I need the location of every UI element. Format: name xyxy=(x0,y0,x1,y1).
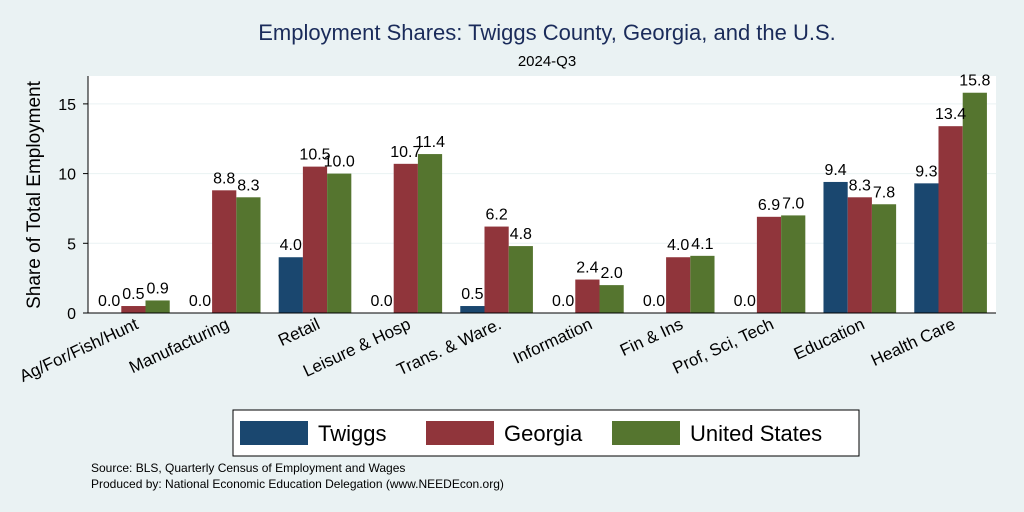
data-label: 4.0 xyxy=(280,237,302,254)
data-label: 11.4 xyxy=(415,134,445,151)
data-label: 0.5 xyxy=(461,286,483,303)
bar-georgia xyxy=(666,257,691,313)
data-label: 2.0 xyxy=(600,265,622,282)
x-category-label: Prof, Sci, Tech xyxy=(670,314,777,377)
y-tick-label: 10 xyxy=(58,167,76,184)
data-label: 0.0 xyxy=(643,293,665,310)
legend xyxy=(232,409,860,457)
x-category-label: Trans. & Ware. xyxy=(394,314,504,379)
source-line: Source: BLS, Quarterly Census of Employm… xyxy=(91,461,405,475)
legend-items: Twiggs Georgia United States xyxy=(240,421,822,446)
bar-georgia xyxy=(212,190,237,313)
bar-twiggs xyxy=(823,181,848,313)
bar-united-states xyxy=(417,154,443,313)
data-label: 13.4 xyxy=(935,106,966,123)
bar-united-states xyxy=(508,246,533,313)
producer-line: Produced by: National Economic Education… xyxy=(91,477,504,491)
legend-swatch xyxy=(426,421,494,445)
legend-swatch xyxy=(240,421,308,445)
data-label: 0.0 xyxy=(734,293,756,310)
data-label: 2.4 xyxy=(576,260,598,277)
bar-georgia xyxy=(847,197,872,313)
bar-twiggs xyxy=(914,183,939,313)
data-label: 8.3 xyxy=(237,177,259,194)
bar-united-states xyxy=(599,285,624,313)
chart-subtitle: 2024-Q3 xyxy=(518,53,576,70)
data-label: 0.0 xyxy=(370,293,392,310)
data-label: 4.0 xyxy=(667,237,689,254)
bar-united-states xyxy=(871,204,897,313)
data-label: 4.1 xyxy=(691,236,713,253)
data-label: 6.2 xyxy=(485,207,507,224)
bar-twiggs xyxy=(460,306,485,313)
y-ticks: 0 5 10 15 xyxy=(58,97,88,323)
bars xyxy=(121,92,987,314)
data-label: 7.8 xyxy=(873,184,895,201)
x-category-label: Education xyxy=(791,314,868,363)
y-axis-label: Share of Total Employment xyxy=(24,80,45,308)
data-label: 0.0 xyxy=(98,293,120,310)
data-label: 0.0 xyxy=(189,293,211,310)
bar-georgia xyxy=(121,306,146,313)
data-label: 0.9 xyxy=(146,280,168,297)
legend-label: Georgia xyxy=(504,421,583,446)
x-category-label: Fin & Ins xyxy=(617,314,686,360)
y-tick-label: 15 xyxy=(58,97,76,114)
bar-georgia xyxy=(302,166,328,313)
x-category-label: Ag/For/Fish/Hunt xyxy=(17,314,142,386)
data-label: 0.0 xyxy=(552,293,574,310)
data-label: 8.8 xyxy=(213,170,235,187)
data-label: 10.7 xyxy=(390,144,421,161)
bar-united-states xyxy=(327,173,352,313)
data-label: 10.5 xyxy=(299,147,330,164)
x-category-label: Manufacturing xyxy=(126,314,232,377)
bar-georgia xyxy=(756,216,782,313)
legend-label: Twiggs xyxy=(318,421,386,446)
bar-twiggs xyxy=(278,257,303,313)
data-label: 10.0 xyxy=(324,154,355,171)
bar-united-states xyxy=(690,255,715,313)
bar-united-states xyxy=(781,215,806,313)
legend-label: United States xyxy=(690,421,822,446)
bar-georgia xyxy=(575,279,600,313)
bar-georgia xyxy=(393,163,418,313)
x-category-label: Information xyxy=(510,314,595,367)
data-label: 0.5 xyxy=(122,286,144,303)
bar-georgia xyxy=(484,226,509,313)
y-tick-label: 5 xyxy=(67,236,76,253)
x-category-label: Retail xyxy=(275,314,322,350)
bar-united-states xyxy=(145,300,170,313)
chart-title: Employment Shares: Twiggs County, Georgi… xyxy=(258,20,836,45)
data-label: 9.4 xyxy=(824,162,846,179)
legend-swatch xyxy=(612,421,680,445)
bar-united-states xyxy=(962,92,987,314)
data-label: 8.3 xyxy=(849,177,871,194)
y-tick-label: 0 xyxy=(67,306,76,323)
data-label: 6.9 xyxy=(758,197,780,214)
x-category-label: Health Care xyxy=(868,314,958,370)
data-labels: 0.0 0.5 0.90.08.8 8.34.010.510.00.010.711.4… xyxy=(98,73,990,310)
data-label: 15.8 xyxy=(959,73,990,90)
data-label: 4.8 xyxy=(510,226,532,243)
bar-georgia xyxy=(938,126,963,313)
data-label: 7.0 xyxy=(782,195,804,212)
bar-united-states xyxy=(236,197,261,313)
data-label: 9.3 xyxy=(915,163,937,180)
